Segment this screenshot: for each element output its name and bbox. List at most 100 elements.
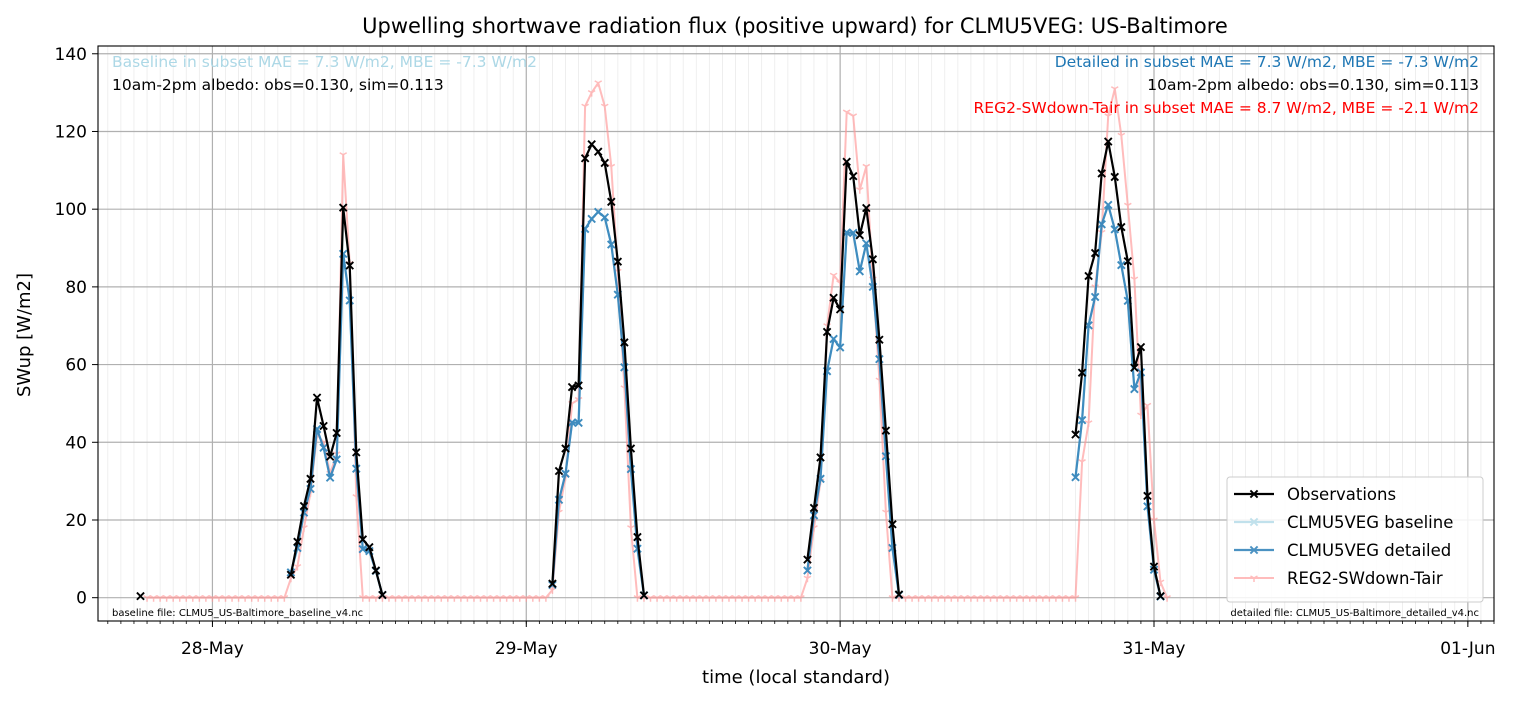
data-point [1071,472,1080,482]
legend-swatch-marker [1249,545,1259,555]
data-point [1123,202,1132,210]
x-tick-label: 01-Jun [1440,639,1495,659]
data-point [358,535,368,544]
data-point [803,555,812,564]
data-point [1077,368,1087,378]
legend-label: REG2-SWdown-Tair [1287,569,1443,588]
x-tick-label: 28-May [181,639,244,659]
data-point [312,393,322,402]
baseline-file-annotation: baseline file: CLMU5_US-Baltimore_baseli… [112,608,363,619]
data-point [639,591,649,600]
data-point [1104,113,1113,120]
legend: Observations CLMU5VEG baseline CLMU5VEG de… [1226,476,1484,603]
data-point [136,591,145,601]
chart-title: Upwelling shortwave radiation flux (posi… [362,14,1228,38]
legend-entry-reg2-swdown-tair [1234,575,1274,582]
data-point [358,544,368,554]
data-point [1110,225,1120,234]
data-point [567,382,577,392]
data-point [1130,363,1139,372]
data-point [1090,248,1100,258]
detailed-albedo-annotation: 10am-2pm albedo: obs=0.130, sim=0.113 [1147,76,1479,94]
data-point [371,566,381,575]
data-point [607,163,616,171]
plot-series [136,80,1171,602]
y-tick-label: 0 [76,589,87,609]
data-point [855,230,865,240]
detailed-stats-annotation: Detailed in subset MAE = 7.3 W/m2, MBE =… [1055,53,1479,71]
data-point [286,570,296,580]
data-point [809,503,819,513]
data-point [842,109,851,117]
data-point [1097,169,1106,178]
data-point [849,113,858,120]
data-point [620,338,629,347]
data-point [1110,172,1120,182]
x-tick-label: 29-May [495,639,558,659]
data-point [855,187,864,194]
legend-label: CLMU5VEG baseline [1287,513,1453,532]
y-tick-label: 20 [65,511,87,531]
grid [98,46,1495,621]
legend-swatch-marker [1249,489,1259,499]
data-point [561,469,570,479]
data-point [325,473,335,482]
data-point [1117,222,1126,232]
baseline-stats-annotation: Baseline in subset MAE = 7.3 W/m2, MBE =… [112,53,537,71]
data-point [338,203,348,212]
legend-label: CLMU5VEG detailed [1287,541,1451,560]
data-point [1071,430,1080,439]
data-point [848,228,858,238]
data-point [829,334,838,344]
legend-box [1226,476,1484,603]
legend-entry-observations [1234,489,1274,499]
data-point [862,163,871,171]
data-point [607,197,616,207]
data-point [280,595,289,602]
data-point [1097,220,1106,229]
data-point [1117,260,1126,270]
y-tick-label: 140 [55,45,87,65]
data-point [600,158,610,168]
data-point [1136,368,1146,377]
data-point [332,428,341,438]
data-point [862,203,871,213]
legend-entry-clmu5veg-baseline [1234,517,1274,527]
data-point [574,381,583,390]
data-point [542,595,550,602]
data-point [554,466,564,476]
y-tick-label: 120 [55,122,87,142]
data-point [803,566,812,575]
data-point [593,147,603,156]
data-point [1136,342,1146,352]
data-point [1090,292,1100,302]
data-point [626,444,636,453]
x-tick-label: 31-May [1123,639,1186,659]
data-point [1163,595,1171,602]
data-point [848,171,858,181]
x-tick-label: 30-May [809,639,872,659]
data-point [835,343,845,352]
data-point [378,590,387,600]
data-point [1084,420,1093,427]
data-point [1117,132,1126,140]
data-point [365,542,374,552]
data-point [633,532,642,542]
data-point [822,327,832,337]
data-point [548,579,557,588]
data-point [581,103,589,111]
data-point [1130,384,1139,394]
data-point [561,444,570,453]
legend-entry-clmu5veg-detailed [1234,545,1274,555]
data-point [627,525,635,532]
data-point [1078,459,1086,466]
baseline-albedo-annotation: 10am-2pm albedo: obs=0.130, sim=0.113 [112,76,444,94]
axes: 28-May 29-May 30-May 31-May 01-Jun 0 20 40 60 80 1… [55,45,1496,659]
data-point [580,154,590,163]
data-point [587,140,596,149]
data-point [881,426,891,435]
data-point [587,89,596,97]
data-point [1103,137,1113,146]
legend-swatch-marker [1250,575,1258,582]
